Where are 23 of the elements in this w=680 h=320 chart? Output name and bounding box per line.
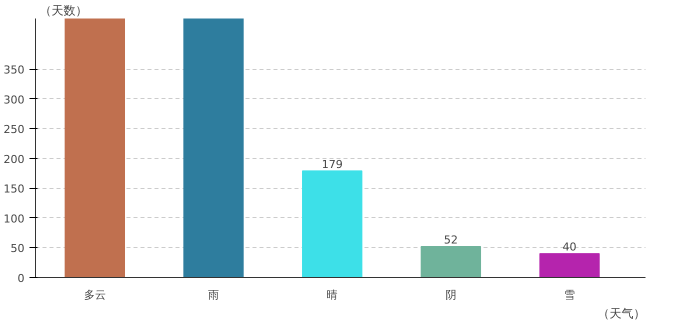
y-tick-label: 150 [4,182,25,196]
y-tick-label: 100 [4,212,25,226]
bar [302,170,362,278]
bar [420,246,482,278]
x-tick-label: 多云 [84,288,106,302]
data-label: 52 [444,234,458,247]
y-tick-label: 350 [4,64,25,77]
x-tick-label: 雨 [208,288,220,302]
y-tick-label: 50 [10,242,25,256]
data-label: 179 [322,158,343,171]
bar [64,18,126,278]
x-tick-label: 雪 [564,288,576,302]
bar [183,18,244,278]
data-label: 40 [562,240,577,254]
y-tick-label: 200 [4,152,25,166]
y-tick-label: 300 [4,93,25,106]
x-axis-title: （天气） [598,306,646,320]
x-tick-label: 晴 [326,288,338,302]
y-axis-title: （天数） [40,4,88,18]
x-tick-label: 阴 [445,288,456,302]
y-tick-label: 0 [18,272,24,285]
bar [539,253,600,278]
y-tick-label: 250 [4,123,25,136]
